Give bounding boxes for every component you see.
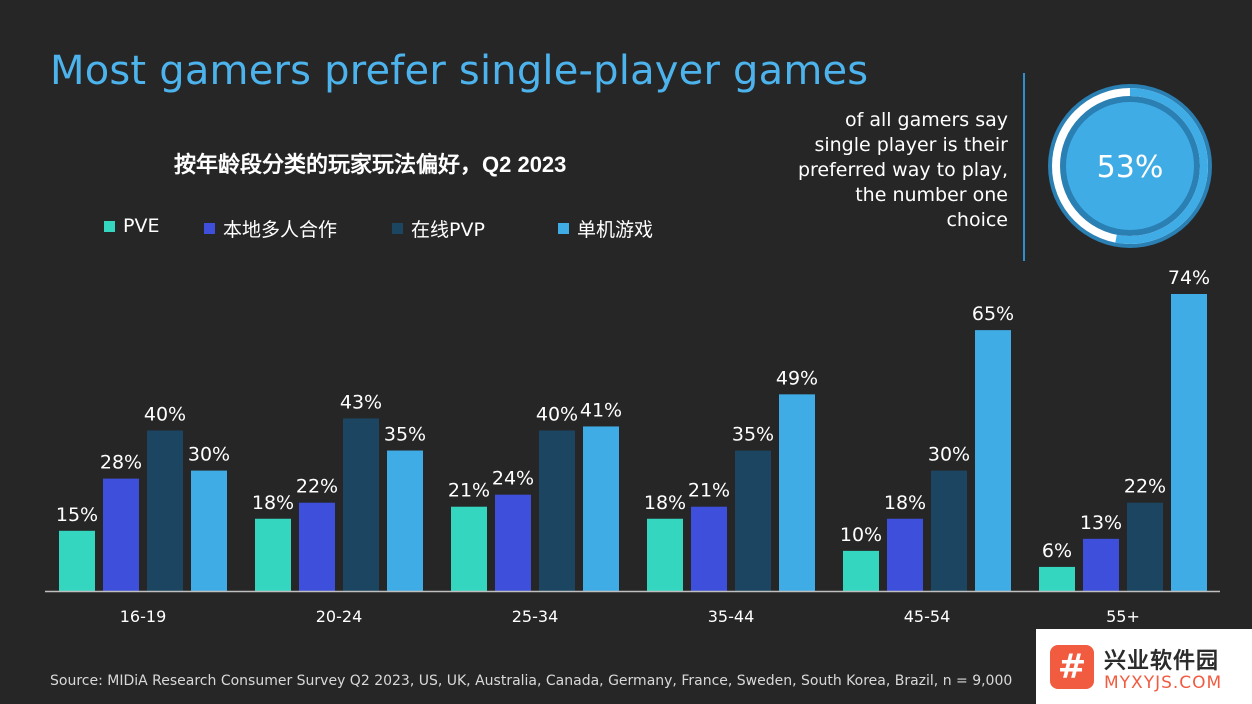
bar <box>931 470 967 591</box>
callout-divider <box>1023 73 1025 261</box>
bar <box>735 450 771 591</box>
data-label: 10% <box>840 524 882 546</box>
bar <box>1039 566 1075 591</box>
callout-line: single player is their <box>814 134 1008 156</box>
data-label: 21% <box>688 480 730 502</box>
x-tick-label: 45-54 <box>904 607 951 626</box>
bar <box>1127 502 1163 591</box>
data-label: 74% <box>1168 267 1210 289</box>
data-label: 22% <box>296 476 338 498</box>
percent-donut: 53% <box>1048 84 1212 248</box>
legend-swatch <box>558 223 569 234</box>
data-label: 41% <box>580 399 622 421</box>
donut-arc <box>1052 88 1208 244</box>
data-label: 35% <box>732 424 774 446</box>
bar <box>1083 538 1119 591</box>
bar <box>103 478 139 591</box>
legend-item-online-pvp: 在线PVP <box>392 215 485 242</box>
data-label: 40% <box>536 403 578 425</box>
bar <box>299 502 335 591</box>
legend-item-pve: PVE <box>104 215 159 237</box>
bar <box>495 494 531 591</box>
legend-swatch <box>204 223 215 234</box>
chart-title: 按年龄段分类的玩家玩法偏好，Q2 2023 <box>174 152 567 177</box>
legend-label: 本地多人合作 <box>223 219 338 241</box>
legend-swatch <box>392 223 403 234</box>
source-note: Source: MIDiA Research Consumer Survey Q… <box>50 673 1013 689</box>
bar <box>539 430 575 591</box>
legend: PVE 本地多人合作 在线PVP 单机游戏 <box>104 215 744 243</box>
bar <box>255 518 291 591</box>
bar <box>975 330 1011 591</box>
bar <box>1171 294 1207 591</box>
watermark-hash-icon: # <box>1057 647 1087 687</box>
watermark-name: 兴业软件园 <box>1104 649 1220 674</box>
data-label: 24% <box>492 468 534 490</box>
data-label: 49% <box>776 367 818 389</box>
callout-line: choice <box>946 209 1008 231</box>
callout-line: of all gamers say <box>844 109 1008 131</box>
data-label: 18% <box>644 492 686 514</box>
data-label: 21% <box>448 480 490 502</box>
legend-item-single-player: 单机游戏 <box>558 215 653 242</box>
bar <box>191 470 227 591</box>
data-label: 15% <box>56 504 98 526</box>
x-tick-label: 25-34 <box>512 607 559 626</box>
donut-center <box>1066 102 1194 230</box>
data-label: 35% <box>384 424 426 446</box>
bar <box>343 418 379 591</box>
donut-percent-label: 53% <box>1097 150 1164 185</box>
data-label: 13% <box>1080 512 1122 534</box>
data-label: 40% <box>144 403 186 425</box>
x-tick-label: 20-24 <box>316 607 363 626</box>
watermark-domain: MYXYJS.COM <box>1104 673 1223 693</box>
x-tick-label: 55+ <box>1106 607 1140 626</box>
legend-item-local-coop: 本地多人合作 <box>204 215 337 242</box>
callout-line: preferred way to play, <box>797 159 1008 181</box>
data-label: 18% <box>252 492 294 514</box>
callout-text: of all gamers say single player is their… <box>780 108 1008 233</box>
legend-label: 在线PVP <box>411 219 485 241</box>
data-label: 30% <box>188 444 230 466</box>
data-label: 43% <box>340 391 382 413</box>
bar <box>691 506 727 591</box>
bar <box>887 518 923 591</box>
callout-line: the number one <box>855 184 1008 206</box>
bar <box>147 430 183 591</box>
x-tick-label: 16-19 <box>120 607 167 626</box>
legend-label: 单机游戏 <box>577 219 654 241</box>
data-label: 28% <box>100 452 142 474</box>
bar <box>59 530 95 591</box>
page-title: Most gamers prefer single-player games <box>50 48 869 94</box>
watermark: # 兴业软件园 MYXYJS.COM <box>1036 629 1252 704</box>
bar <box>843 550 879 591</box>
data-label: 65% <box>972 303 1014 325</box>
watermark-logo: # <box>1050 645 1094 689</box>
bar <box>583 426 619 591</box>
data-label: 6% <box>1042 540 1072 562</box>
bar <box>647 518 683 591</box>
legend-swatch <box>104 220 115 232</box>
legend-label: PVE <box>123 215 160 237</box>
data-label: 18% <box>884 492 926 514</box>
data-label: 30% <box>928 444 970 466</box>
bar <box>451 506 487 591</box>
bar <box>387 450 423 591</box>
data-label: 22% <box>1124 476 1166 498</box>
bar <box>779 394 815 591</box>
x-tick-label: 35-44 <box>708 607 755 626</box>
